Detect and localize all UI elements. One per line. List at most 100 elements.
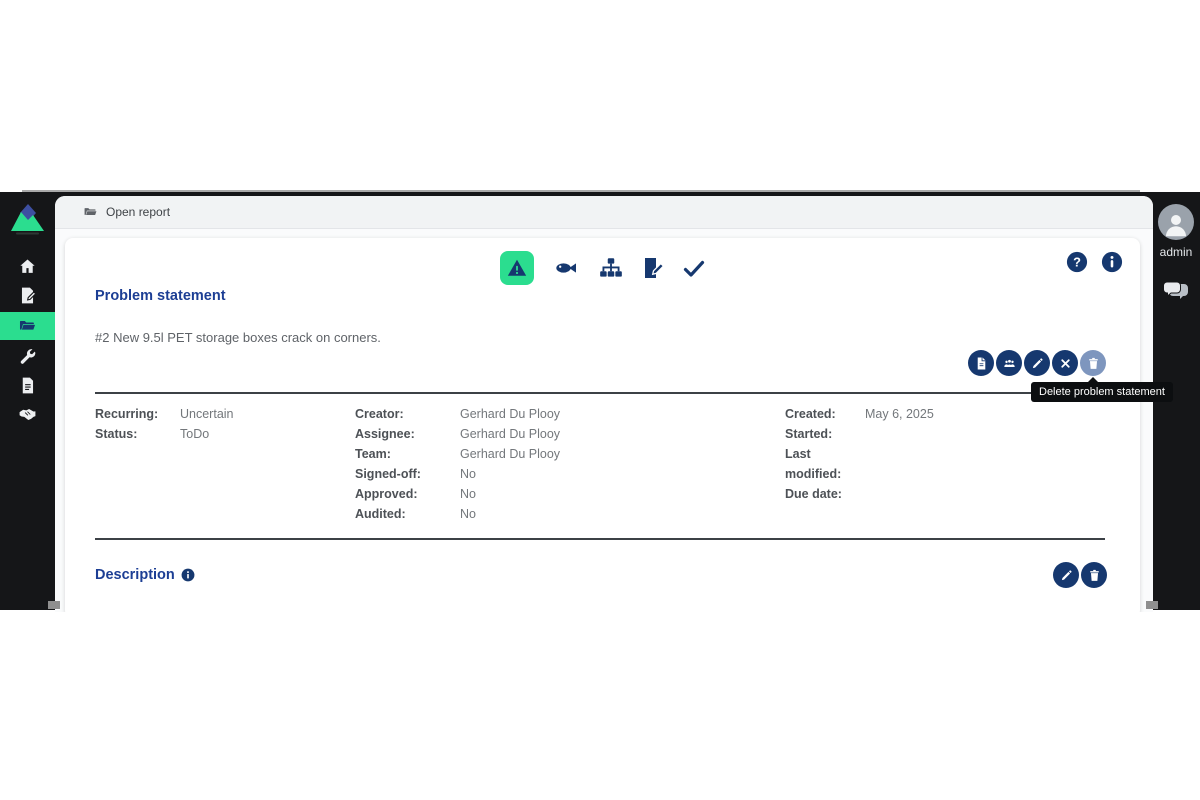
- detail-label: Signed-off:: [355, 467, 421, 481]
- trash-icon: [1088, 357, 1098, 369]
- description-section: Description: [95, 562, 1107, 588]
- detail-label: Approved:: [355, 487, 418, 501]
- home-icon: [20, 259, 35, 273]
- sitemap-icon: [599, 258, 622, 277]
- wrench-icon: [20, 349, 36, 364]
- detail-label: Due date:: [785, 487, 842, 501]
- user-avatar[interactable]: [1158, 204, 1194, 240]
- tab-cause-tree[interactable]: [598, 255, 624, 281]
- header-actions: ?: [1066, 251, 1123, 273]
- detail-value: ToDo: [180, 427, 210, 441]
- description-actions: [1053, 562, 1107, 588]
- sidebar-item-home[interactable]: [0, 252, 55, 281]
- sidebar-nav: [0, 252, 55, 429]
- scrollbar-corner: [48, 601, 60, 609]
- detail-label: Assignee:: [355, 427, 415, 441]
- open-folder-icon: [19, 320, 36, 330]
- detail-row: Team: Gerhard Du Plooy: [355, 444, 560, 464]
- pencil-icon: [1032, 357, 1043, 368]
- detail-label: Status:: [95, 427, 138, 441]
- sidebar-item-partners[interactable]: [0, 400, 55, 429]
- report-file-button[interactable]: [968, 350, 994, 376]
- detail-value: Gerhard Du Plooy: [460, 447, 561, 461]
- problem-statement-text: #2 New 9.5l PET storage boxes crack on c…: [95, 330, 381, 345]
- person-icon: [1166, 215, 1186, 237]
- close-problem-button[interactable]: [1052, 350, 1078, 376]
- sidebar-item-documents[interactable]: [0, 371, 55, 400]
- detail-label: Recurring:: [95, 407, 159, 421]
- detail-label: Audited:: [355, 507, 406, 521]
- trash-icon: [1089, 569, 1099, 581]
- chat-bubbles-icon: [1162, 281, 1188, 299]
- detail-row: Due date:: [785, 484, 1015, 504]
- detail-row: Creator: Gerhard Du Plooy: [355, 404, 560, 424]
- tab-open-report[interactable]: Open report: [106, 205, 171, 219]
- delete-problem-button[interactable]: [1080, 350, 1106, 376]
- app-logo[interactable]: [8, 204, 47, 236]
- report-card: ? Problem statement #2 New 9.5l PET stor…: [65, 238, 1140, 612]
- description-title: Description: [95, 567, 175, 583]
- details-column-3: Created: May 6, 2025 Started: Last modifi…: [785, 404, 1015, 504]
- mountain-logo-icon: [11, 204, 44, 235]
- detail-row: Created: May 6, 2025: [785, 404, 1015, 424]
- edit-description-button[interactable]: [1053, 562, 1079, 588]
- tab-action-plan[interactable]: [641, 256, 665, 280]
- detail-row: Last modified:: [785, 444, 1015, 484]
- document-icon: [22, 377, 34, 394]
- detail-label: Created:: [785, 407, 836, 421]
- file-icon: [977, 357, 985, 369]
- folder-icon: [84, 207, 97, 215]
- sidebar-item-reports[interactable]: [0, 281, 55, 310]
- close-icon: [1060, 358, 1070, 368]
- help-icon[interactable]: ?: [1066, 251, 1088, 273]
- detail-row: Status: ToDo: [95, 424, 234, 444]
- username-label: admin: [1159, 245, 1193, 259]
- details-column-2: Creator: Gerhard Du Plooy Assignee: Gerhar…: [355, 404, 560, 524]
- detail-value: No: [460, 467, 476, 481]
- detail-label: Creator:: [355, 407, 404, 421]
- delete-description-button[interactable]: [1081, 562, 1107, 588]
- check-icon: [683, 260, 704, 277]
- report-step-tabs: [499, 251, 706, 285]
- svg-text:?: ?: [1073, 255, 1081, 270]
- detail-row: Signed-off: No: [355, 464, 560, 484]
- sidebar-item-open-report[interactable]: [0, 312, 55, 340]
- handshake-icon: [19, 408, 36, 421]
- detail-value: [865, 484, 1015, 504]
- sidebar-item-tools[interactable]: [0, 342, 55, 371]
- detail-value: Gerhard Du Plooy: [460, 427, 561, 441]
- detail-value: No: [460, 507, 476, 521]
- report-edit-icon: [21, 287, 37, 304]
- document-edit-icon: [644, 258, 664, 278]
- detail-value: [865, 444, 1015, 484]
- fishbone-icon: [555, 263, 576, 273]
- divider: [95, 392, 1105, 394]
- detail-row: Started:: [785, 424, 1015, 444]
- detail-row: Audited: No: [355, 504, 560, 524]
- tab-verification[interactable]: [682, 256, 706, 280]
- team-icon: [1003, 359, 1015, 367]
- detail-row: Approved: No: [355, 484, 560, 504]
- scrollbar-corner: [1146, 601, 1158, 609]
- detail-value: Gerhard Du Plooy: [460, 407, 561, 421]
- detail-row: Assignee: Gerhard Du Plooy: [355, 424, 560, 444]
- right-sidebar: admin: [1152, 192, 1200, 610]
- info-icon[interactable]: [181, 568, 195, 582]
- detail-value: Uncertain: [180, 407, 234, 421]
- pencil-icon: [1061, 569, 1072, 580]
- tab-problem-statement[interactable]: [499, 251, 534, 285]
- details-column-1: Recurring: Uncertain Status: ToDo: [95, 404, 234, 444]
- chat-button[interactable]: [1162, 281, 1190, 308]
- detail-value: May 6, 2025: [865, 407, 934, 421]
- problem-actions: [968, 350, 1106, 376]
- detail-value: No: [460, 487, 476, 501]
- detail-label: Started:: [785, 427, 833, 441]
- main-window: Open report: [55, 196, 1153, 612]
- detail-label: Team:: [355, 447, 391, 461]
- tab-fishbone[interactable]: [551, 256, 581, 280]
- team-button[interactable]: [996, 350, 1022, 376]
- edit-problem-button[interactable]: [1024, 350, 1050, 376]
- tooltip-delete-problem-statement: Delete problem statement: [1031, 377, 1173, 402]
- info-icon[interactable]: [1101, 251, 1123, 273]
